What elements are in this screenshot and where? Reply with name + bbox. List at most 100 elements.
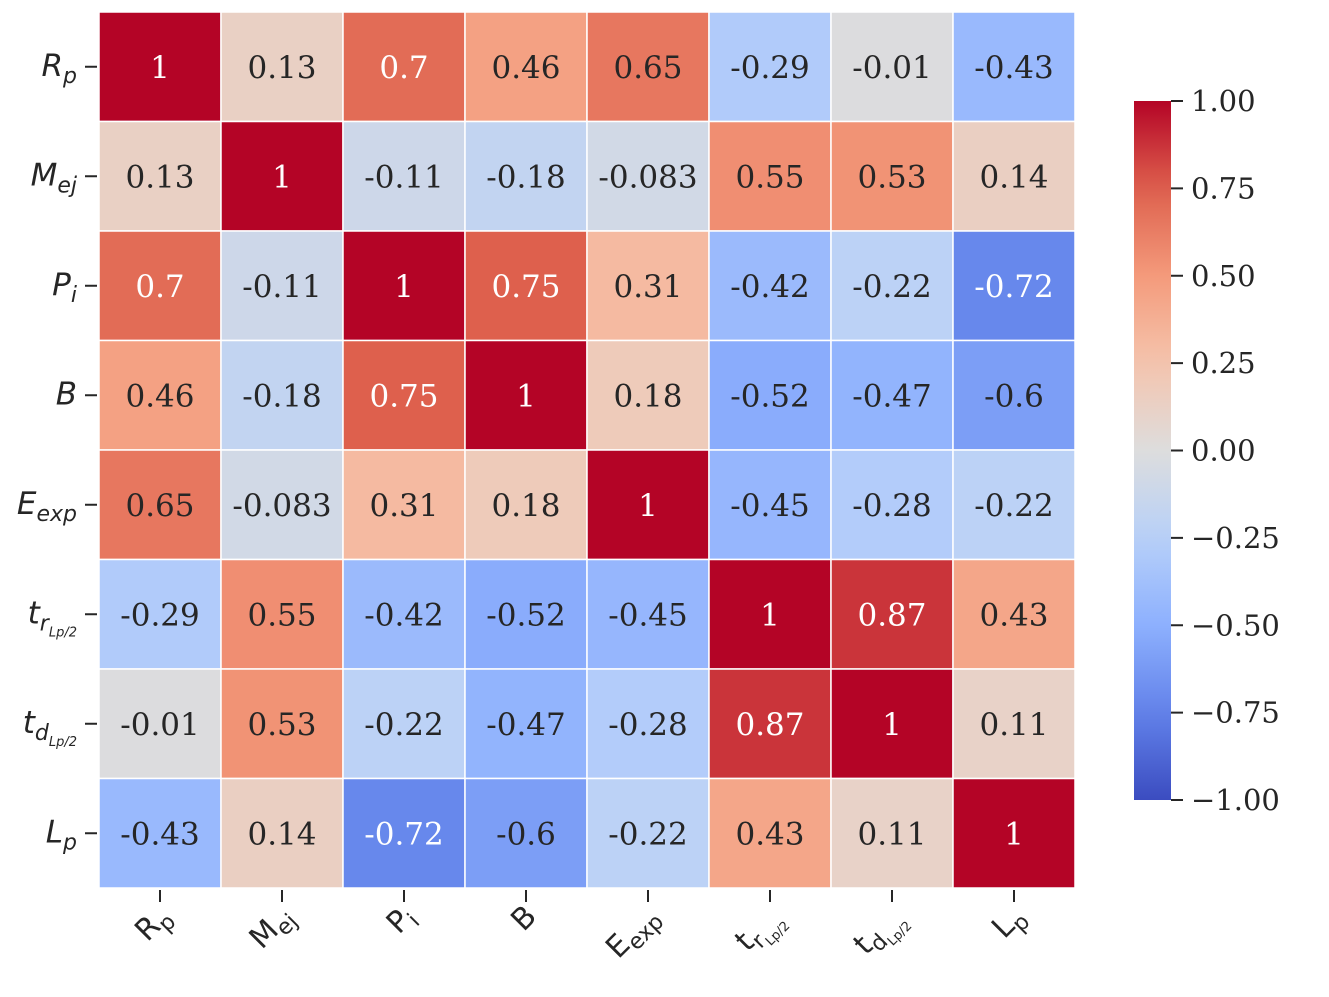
row-label-0: Rp <box>41 48 77 89</box>
heatmap-cell-r7-c5 <box>708 777 832 889</box>
row-label-7: Lp <box>46 814 77 855</box>
colorbar-tick-label-8: −1.00 <box>1191 783 1280 817</box>
heatmap-cell-r0-c3 <box>464 11 588 123</box>
heatmap-cell-r4-c2 <box>342 449 466 561</box>
cell-label-r3-c2: 0.75 <box>369 378 438 414</box>
heatmap-cell-r4-c3 <box>464 449 588 561</box>
col-label-4: Eexp <box>599 899 669 969</box>
cell-label-r0-c7: -0.43 <box>974 50 1054 86</box>
cell-label-r2-c3: 0.75 <box>491 269 560 305</box>
col-label-0: Rp <box>128 899 181 952</box>
cell-label-r1-c5: 0.55 <box>735 159 804 195</box>
heatmap-cell-r2-c2 <box>342 230 466 342</box>
heatmap-cell-r1-c4 <box>586 120 710 232</box>
cell-label-r7-c4: -0.22 <box>608 816 688 852</box>
cell-label-r2-c7: -0.72 <box>974 269 1054 305</box>
colorbar-tick-label-6: −0.50 <box>1191 608 1280 642</box>
heatmap-cell-r6-c5 <box>708 668 832 780</box>
heatmap-cell-r6-c6 <box>830 668 954 780</box>
cell-label-r7-c1: 0.14 <box>247 816 316 852</box>
colorbar-gradient <box>1134 101 1171 800</box>
cell-label-r3-c3: 1 <box>516 378 536 414</box>
heatmap-cell-r0-c5 <box>708 11 832 123</box>
row-labels: Rp Mej Pi B Eexp trLp/2 tdLp/2 Lp <box>17 48 97 855</box>
col-label-1: Mej <box>243 899 303 959</box>
cell-label-r1-c1: 1 <box>272 159 292 195</box>
cell-label-r2-c4: 0.31 <box>613 269 682 305</box>
cell-label-r2-c1: -0.11 <box>242 269 322 305</box>
cell-label-r0-c4: 0.65 <box>613 50 682 86</box>
cell-label-r5-c3: -0.52 <box>486 597 566 633</box>
heatmap-cell-r4-c4 <box>586 449 710 561</box>
heatmap-cell-r4-c5 <box>708 449 832 561</box>
cell-label-r2-c2: 1 <box>394 269 414 305</box>
heatmap-cell-r5-c1 <box>220 558 344 670</box>
cell-label-r0-c2: 0.7 <box>379 50 428 86</box>
heatmap-cells: 1 0.13 0.7 0.46 0.65 -0.29 -0.01 -0.43 0.13 1 -0.1… <box>98 11 1076 889</box>
heatmap-cell-r7-c3 <box>464 777 588 889</box>
cell-label-r4-c6: -0.28 <box>852 488 932 524</box>
heatmap-cell-r5-c2 <box>342 558 466 670</box>
cell-label-r4-c3: 0.18 <box>491 488 560 524</box>
cell-label-r6-c5: 0.87 <box>735 707 804 743</box>
cell-label-r6-c7: 0.11 <box>979 707 1048 743</box>
heatmap-cell-r0-c7 <box>952 11 1076 123</box>
heatmap-cell-r5-c6 <box>830 558 954 670</box>
cell-label-r7-c5: 0.43 <box>735 816 804 852</box>
heatmap-cell-r0-c4 <box>586 11 710 123</box>
heatmap-cell-r1-c3 <box>464 120 588 232</box>
cell-label-r6-c6: 1 <box>882 707 902 743</box>
cell-label-r4-c4: 1 <box>638 488 658 524</box>
heatmap-cell-r5-c5 <box>708 558 832 670</box>
row-label-1: Mej <box>31 157 78 198</box>
cell-label-r5-c2: -0.42 <box>364 597 444 633</box>
col-label-2: Pi <box>380 899 425 944</box>
col-label-7: Lp <box>985 899 1035 949</box>
cell-label-r0-c0: 1 <box>150 50 170 86</box>
cell-label-r6-c4: -0.28 <box>608 707 688 743</box>
heatmap-cell-r4-c7 <box>952 449 1076 561</box>
cell-label-r6-c0: -0.01 <box>120 707 200 743</box>
row-label-2: Pi <box>52 267 77 308</box>
cell-label-r6-c1: 0.53 <box>247 707 316 743</box>
cell-label-r1-c4: -0.083 <box>598 159 697 195</box>
heatmap-cell-r0-c1 <box>220 11 344 123</box>
heatmap-cell-r6-c0 <box>98 668 222 780</box>
heatmap-cell-r6-c7 <box>952 668 1076 780</box>
cell-label-r7-c2: -0.72 <box>364 816 444 852</box>
colorbar-tick-label-7: −0.75 <box>1191 696 1280 730</box>
heatmap-cell-r0-c2 <box>342 11 466 123</box>
heatmap-cell-r2-c5 <box>708 230 832 342</box>
cell-label-r4-c7: -0.22 <box>974 488 1054 524</box>
cell-label-r7-c3: -0.6 <box>496 816 556 852</box>
heatmap-cell-r6-c2 <box>342 668 466 780</box>
cell-label-r5-c0: -0.29 <box>120 597 200 633</box>
heatmap-cell-r1-c1 <box>220 120 344 232</box>
cell-label-r1-c0: 0.13 <box>125 159 194 195</box>
cell-label-r1-c3: -0.18 <box>486 159 566 195</box>
cell-label-r0-c1: 0.13 <box>247 50 316 86</box>
cell-label-r6-c3: -0.47 <box>486 707 566 743</box>
row-label-3: B <box>56 376 77 412</box>
cell-label-r2-c6: -0.22 <box>852 269 932 305</box>
heatmap-cell-r7-c4 <box>586 777 710 889</box>
cell-label-r0-c3: 0.46 <box>491 50 560 86</box>
cell-label-r6-c2: -0.22 <box>364 707 444 743</box>
heatmap-cell-r6-c1 <box>220 668 344 780</box>
heatmap-cell-r0-c0 <box>98 11 222 123</box>
colorbar: 1.00 0.75 0.50 0.25 0.00 −0.25 −0.50 −0.75 −1.00 <box>1134 84 1280 817</box>
cell-label-r7-c0: -0.43 <box>120 816 200 852</box>
heatmap-cell-r5-c4 <box>586 558 710 670</box>
cell-label-r3-c7: -0.6 <box>984 378 1044 414</box>
cell-label-r4-c1: -0.083 <box>232 488 331 524</box>
cell-label-r5-c7: 0.43 <box>979 597 1048 633</box>
heatmap-cell-r7-c2 <box>342 777 466 889</box>
heatmap-cell-r3-c0 <box>98 339 222 451</box>
heatmap-cell-r2-c3 <box>464 230 588 342</box>
heatmap-cell-r5-c7 <box>952 558 1076 670</box>
row-label-6: tdLp/2 <box>23 705 77 750</box>
cell-label-r0-c6: -0.01 <box>852 50 932 86</box>
heatmap-cell-r3-c6 <box>830 339 954 451</box>
colorbar-tick-label-2: 0.50 <box>1191 259 1256 293</box>
